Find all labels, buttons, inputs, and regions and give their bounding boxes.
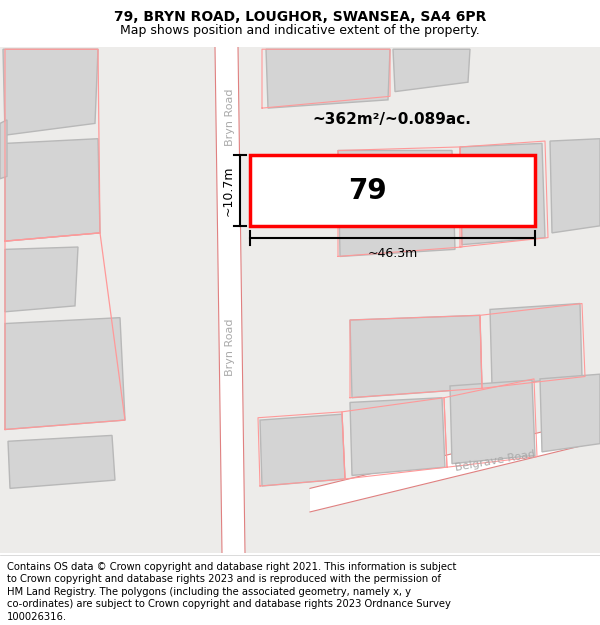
- Polygon shape: [350, 398, 445, 476]
- Text: 79, BRYN ROAD, LOUGHOR, SWANSEA, SA4 6PR: 79, BRYN ROAD, LOUGHOR, SWANSEA, SA4 6PR: [114, 10, 486, 24]
- Text: Bryn Road: Bryn Road: [225, 89, 235, 146]
- Text: Contains OS data © Crown copyright and database right 2021. This information is : Contains OS data © Crown copyright and d…: [7, 562, 457, 572]
- Polygon shape: [5, 247, 78, 312]
- Polygon shape: [260, 414, 345, 486]
- Polygon shape: [450, 380, 535, 464]
- Polygon shape: [0, 120, 7, 179]
- Text: ~362m²/~0.089ac.: ~362m²/~0.089ac.: [312, 112, 471, 127]
- Text: Map shows position and indicative extent of the property.: Map shows position and indicative extent…: [120, 24, 480, 36]
- Text: 79: 79: [348, 176, 387, 204]
- Polygon shape: [215, 47, 245, 553]
- Polygon shape: [393, 49, 470, 92]
- Polygon shape: [5, 318, 125, 429]
- Polygon shape: [490, 304, 582, 386]
- Text: to Crown copyright and database rights 2023 and is reproduced with the permissio: to Crown copyright and database rights 2…: [7, 574, 441, 584]
- Polygon shape: [550, 139, 600, 233]
- Polygon shape: [3, 49, 98, 135]
- Polygon shape: [540, 374, 600, 452]
- Text: ~46.3m: ~46.3m: [367, 247, 418, 260]
- Text: co-ordinates) are subject to Crown copyright and database rights 2023 Ordnance S: co-ordinates) are subject to Crown copyr…: [7, 599, 451, 609]
- Polygon shape: [460, 143, 545, 244]
- Polygon shape: [5, 139, 100, 241]
- Polygon shape: [338, 151, 455, 256]
- Polygon shape: [8, 436, 115, 488]
- Text: HM Land Registry. The polygons (including the associated geometry, namely x, y: HM Land Registry. The polygons (includin…: [7, 587, 411, 597]
- Bar: [250, 155, 535, 226]
- Polygon shape: [310, 418, 600, 512]
- Polygon shape: [350, 315, 482, 398]
- Text: ~10.7m: ~10.7m: [222, 165, 235, 216]
- Polygon shape: [266, 49, 390, 108]
- Text: Bryn Road: Bryn Road: [225, 318, 235, 376]
- Text: Belgrave Road: Belgrave Road: [454, 449, 536, 473]
- Text: 100026316.: 100026316.: [7, 612, 67, 622]
